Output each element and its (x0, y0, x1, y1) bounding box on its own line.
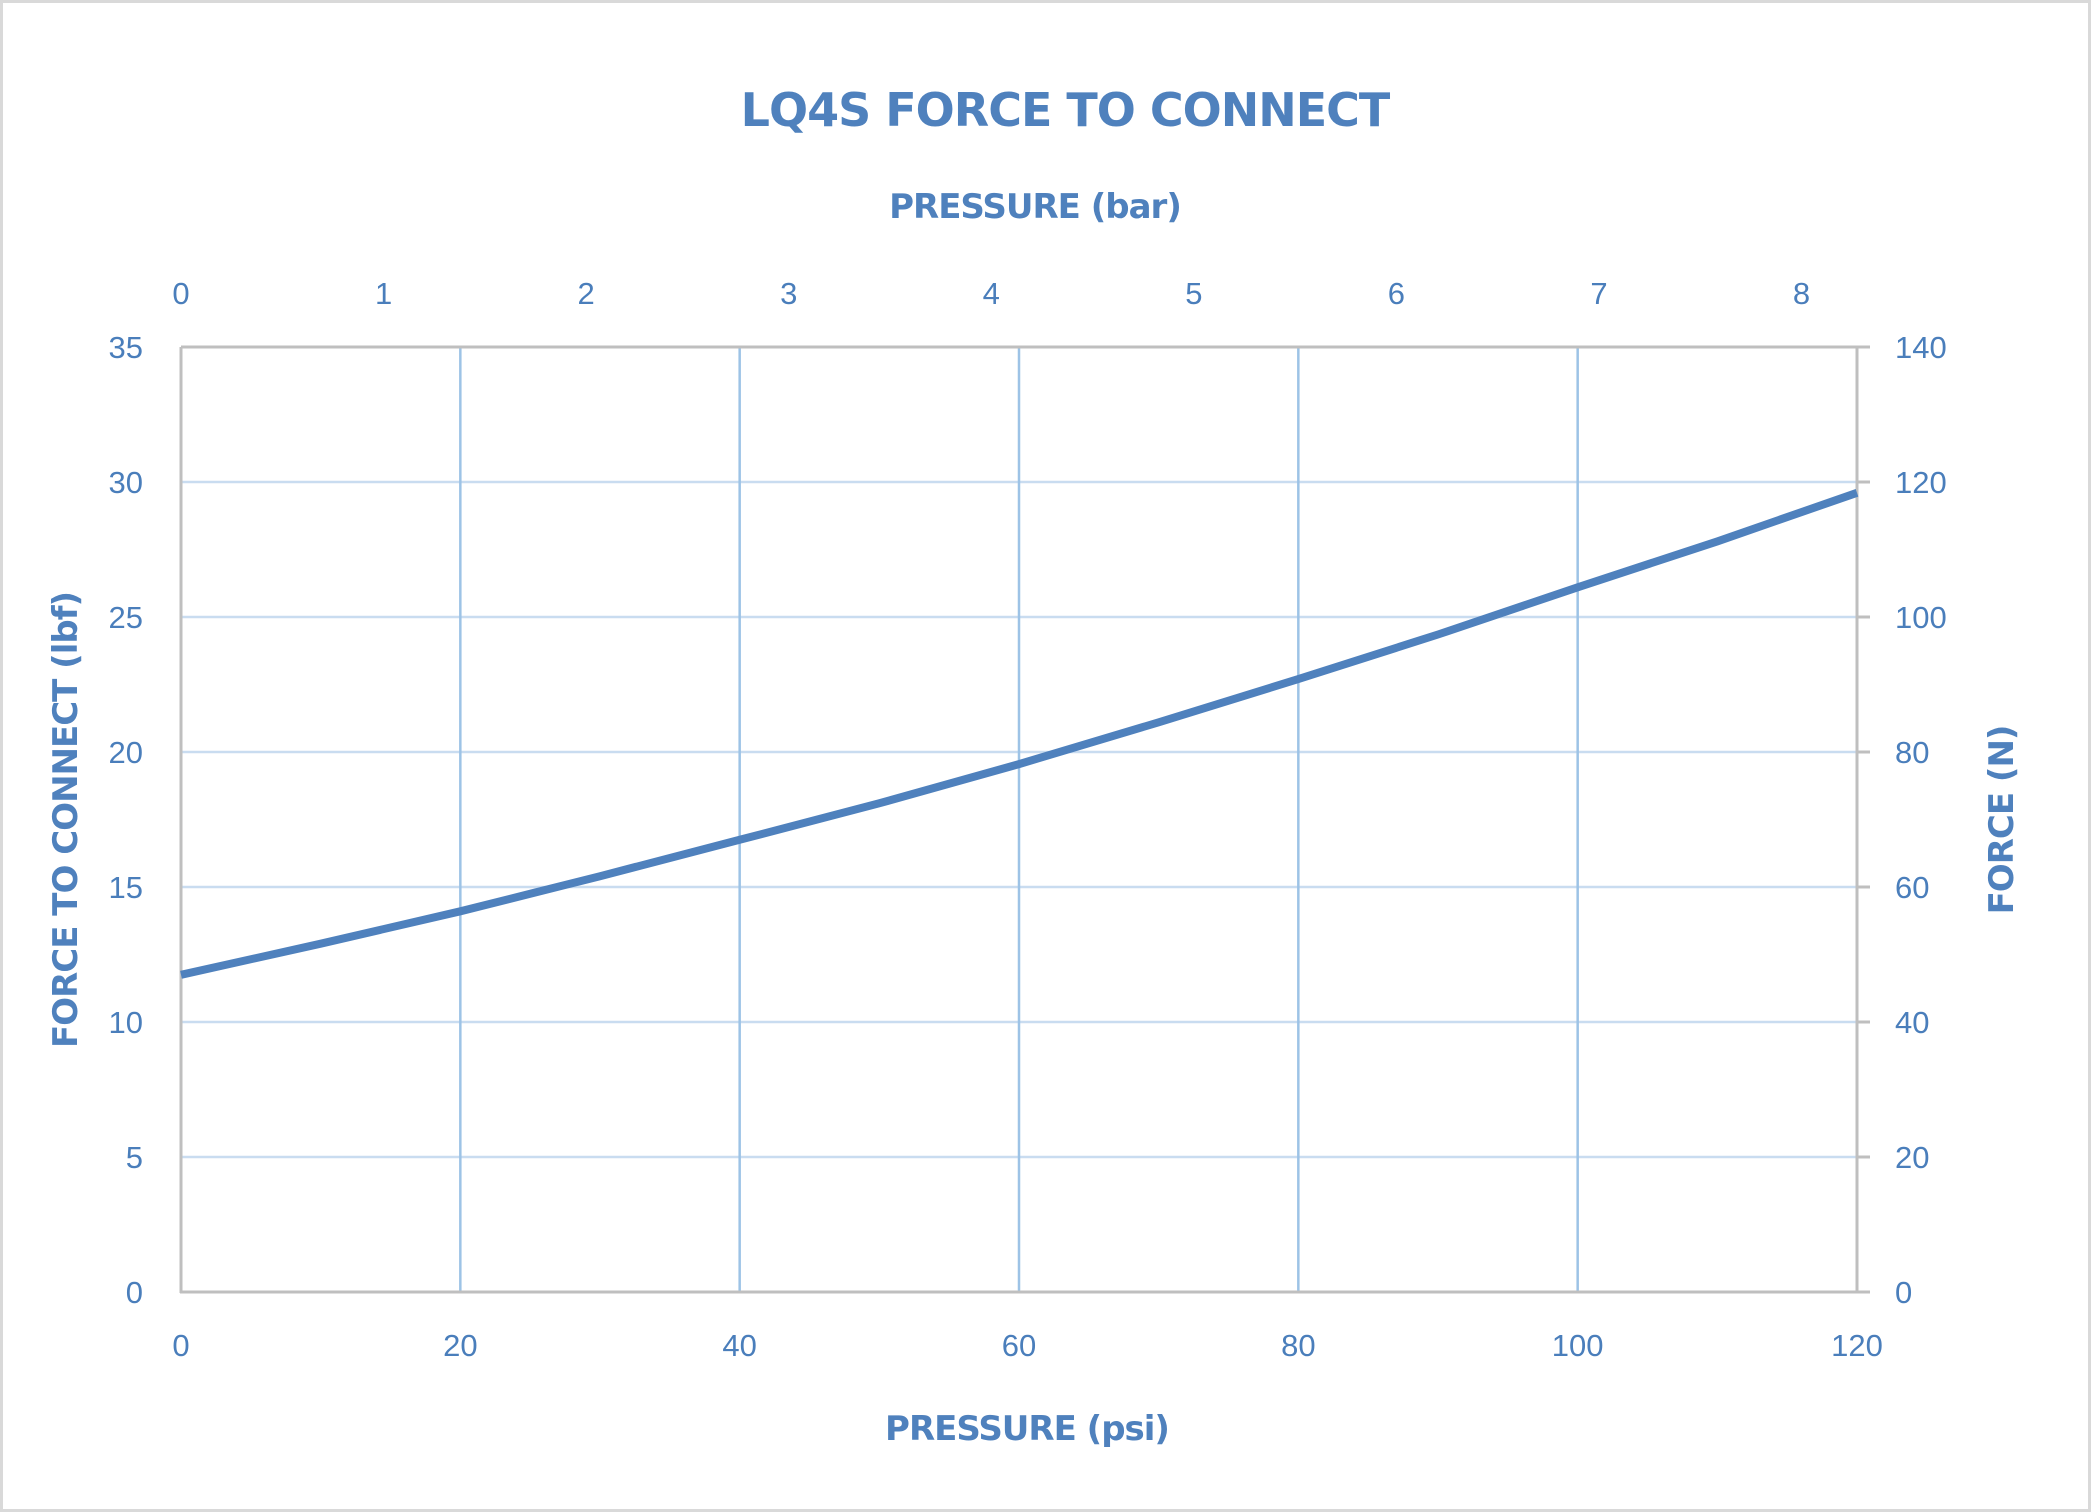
top-tick-label: 5 (1185, 276, 1202, 311)
top-tick-label: 8 (1793, 276, 1810, 311)
bottom-tick-label: 20 (443, 1328, 477, 1363)
bottom-axis-title: PRESSURE (psi) (885, 1409, 1169, 1449)
right-tick-label: 20 (1895, 1140, 1929, 1175)
bottom-tick-label: 0 (172, 1328, 189, 1363)
left-tick-label: 15 (109, 870, 143, 905)
force-line (180, 489, 1859, 979)
right-tick-label: 0 (1895, 1275, 1912, 1310)
left-tick-label: 30 (109, 465, 143, 500)
data-series (180, 489, 1859, 979)
left-tick-label: 0 (126, 1275, 143, 1310)
right-axis-title: FORCE (N) (1982, 726, 2022, 915)
gridlines (181, 345, 1857, 1292)
top-tick-label: 4 (983, 276, 1000, 311)
right-tick-label: 120 (1895, 465, 1947, 500)
left-tick-label: 5 (126, 1140, 143, 1175)
left-tick-label: 25 (109, 600, 143, 635)
top-tick-label: 1 (375, 276, 392, 311)
bottom-tick-label: 60 (1002, 1328, 1036, 1363)
right-tick-label: 80 (1895, 735, 1929, 770)
chart-title: LQ4S FORCE TO CONNECT (741, 83, 1391, 137)
bottom-tick-label: 40 (722, 1328, 756, 1363)
top-tick-label: 2 (578, 276, 595, 311)
right-tick-label: 40 (1895, 1005, 1929, 1040)
left-tick-label: 35 (109, 330, 143, 365)
left-tick-label: 10 (109, 1005, 143, 1040)
left-tick-label: 20 (109, 735, 143, 770)
right-tick-label: 100 (1895, 600, 1947, 635)
right-tick-label: 60 (1895, 870, 1929, 905)
top-tick-label: 7 (1590, 276, 1607, 311)
top-tick-label: 0 (172, 276, 189, 311)
top-axis-title: PRESSURE (bar) (889, 187, 1181, 227)
right-tick-label: 140 (1895, 330, 1947, 365)
top-tick-label: 3 (780, 276, 797, 311)
bottom-tick-label: 120 (1831, 1328, 1883, 1363)
bottom-tick-label: 80 (1281, 1328, 1315, 1363)
top-tick-label: 6 (1388, 276, 1405, 311)
left-axis-title: FORCE TO CONNECT (lbf) (46, 592, 86, 1048)
axes (179, 345, 1870, 1294)
bottom-tick-label: 100 (1552, 1328, 1604, 1363)
